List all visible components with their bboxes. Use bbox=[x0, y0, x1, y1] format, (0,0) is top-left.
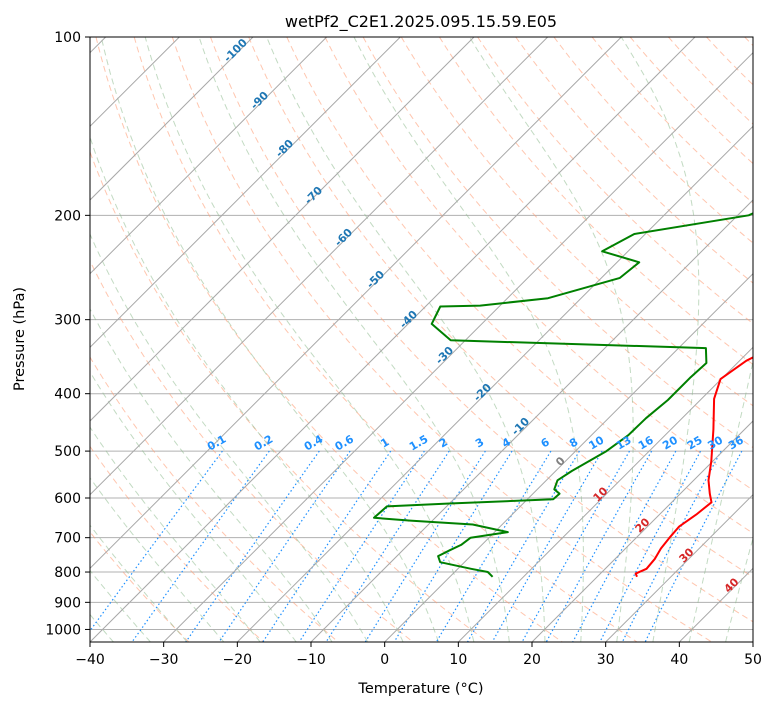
isotherm bbox=[90, 37, 328, 275]
x-tick-label: 30 bbox=[597, 652, 615, 668]
mixing-ratio-line bbox=[621, 450, 722, 642]
y-tick-label: 700 bbox=[54, 531, 81, 547]
moist-adiabat bbox=[90, 232, 369, 642]
moist-adiabat bbox=[688, 358, 753, 642]
y-axis-label: Pressure (hPa) bbox=[12, 287, 28, 391]
profile-series bbox=[373, 212, 753, 578]
dry-adiabat bbox=[438, 37, 753, 366]
moist-adiabat bbox=[90, 426, 261, 642]
dewpoint-profile bbox=[373, 212, 753, 578]
x-tick-label: 40 bbox=[670, 652, 688, 668]
mixing-ratio-line bbox=[131, 450, 270, 642]
y-tick-label: 1000 bbox=[45, 622, 81, 638]
x-tick-label: −20 bbox=[223, 652, 253, 668]
y-axis: 100 200 300 400 500 600 700 800 900 1000 bbox=[45, 30, 90, 638]
mixing-ratio-line bbox=[521, 450, 631, 642]
y-tick-label: 300 bbox=[54, 313, 81, 329]
y-tick-label: 100 bbox=[54, 30, 81, 46]
x-tick-label: 0 bbox=[380, 652, 389, 668]
dry-adiabat bbox=[324, 37, 753, 491]
y-tick-label: 600 bbox=[54, 491, 81, 507]
mixing-ratio-line bbox=[185, 450, 320, 642]
dry-adiabat bbox=[133, 37, 638, 642]
isotherm bbox=[90, 37, 475, 422]
moist-adiabat bbox=[725, 536, 753, 642]
y-tick-label: 800 bbox=[54, 565, 81, 581]
dry-adiabat bbox=[591, 37, 753, 204]
isotherm bbox=[90, 37, 622, 570]
moist-adiabat bbox=[144, 37, 475, 642]
moist-adiabat bbox=[198, 37, 510, 642]
dry-adiabat bbox=[90, 259, 414, 642]
mixing-ratio-line bbox=[435, 450, 552, 642]
moist-adiabat bbox=[620, 37, 700, 642]
moist-adiabat bbox=[90, 524, 188, 642]
isotherm bbox=[531, 420, 753, 642]
dry-adiabat bbox=[553, 37, 753, 244]
moist-adiabat bbox=[90, 476, 225, 642]
mixing-ratio-line bbox=[545, 450, 653, 642]
moist-adiabat bbox=[90, 370, 297, 642]
isotherm bbox=[752, 641, 753, 642]
isotherm bbox=[457, 346, 753, 642]
mixing-ratio-line bbox=[599, 450, 702, 642]
x-axis: −40 −30 −20 −10 0 10 20 30 40 50 bbox=[75, 642, 762, 668]
x-tick-label: −30 bbox=[149, 652, 179, 668]
mixing-ratio-line bbox=[364, 450, 486, 642]
isotherm bbox=[384, 272, 753, 642]
plot-frame bbox=[89, 36, 754, 643]
moist-adiabat bbox=[90, 135, 404, 642]
x-tick-label: 20 bbox=[523, 652, 541, 668]
x-tick-label: 10 bbox=[449, 652, 467, 668]
grid bbox=[90, 37, 753, 630]
y-tick-label: 900 bbox=[54, 595, 81, 611]
temperature-profile bbox=[634, 356, 753, 578]
x-axis-label: Temperature (°C) bbox=[357, 681, 483, 697]
moist-adiabat bbox=[762, 37, 775, 642]
moist-adiabats bbox=[90, 37, 775, 642]
mixing-ratio-line bbox=[393, 450, 513, 642]
mixing-ratio-line bbox=[491, 450, 603, 642]
dry-adiabat bbox=[286, 37, 753, 534]
moist-adiabat bbox=[266, 37, 546, 642]
x-tick-label: −10 bbox=[296, 652, 326, 668]
isotherm bbox=[605, 493, 753, 642]
dry-adiabat bbox=[210, 37, 753, 623]
x-tick-label: 50 bbox=[744, 652, 762, 668]
dry-adiabat bbox=[95, 37, 563, 642]
isotherm bbox=[90, 37, 549, 496]
isotherm bbox=[90, 37, 401, 349]
dry-adiabat bbox=[90, 356, 339, 642]
isotherm bbox=[163, 51, 753, 642]
isotherm bbox=[90, 37, 254, 201]
chart-title: wetPf2_C2E1.2025.095.15.59.E05 bbox=[285, 12, 557, 32]
moist-adiabat bbox=[100, 37, 439, 642]
isotherm bbox=[90, 37, 696, 642]
x-tick-label: −40 bbox=[75, 652, 105, 668]
dry-adiabat bbox=[400, 37, 753, 407]
isotherm bbox=[236, 125, 753, 642]
dry-adiabat bbox=[248, 37, 753, 578]
isotherm bbox=[310, 199, 753, 642]
mixing-ratio-line bbox=[218, 450, 351, 642]
isotherms bbox=[90, 37, 753, 642]
moist-adiabat bbox=[90, 308, 333, 642]
y-tick-label: 400 bbox=[54, 387, 81, 403]
plot-area bbox=[90, 37, 753, 642]
dry-adiabat bbox=[171, 37, 712, 642]
y-tick-label: 200 bbox=[54, 208, 81, 224]
mixing-ratio-lines bbox=[90, 450, 743, 642]
y-tick-label: 500 bbox=[54, 444, 81, 460]
mixing-ratio-line bbox=[572, 450, 677, 642]
dry-adiabat bbox=[90, 445, 264, 642]
moist-adiabat bbox=[353, 37, 584, 642]
plot-border bbox=[89, 36, 754, 643]
mixing-ratio-line bbox=[466, 450, 580, 642]
moist-adiabat bbox=[90, 569, 151, 642]
plot-background bbox=[90, 37, 753, 642]
